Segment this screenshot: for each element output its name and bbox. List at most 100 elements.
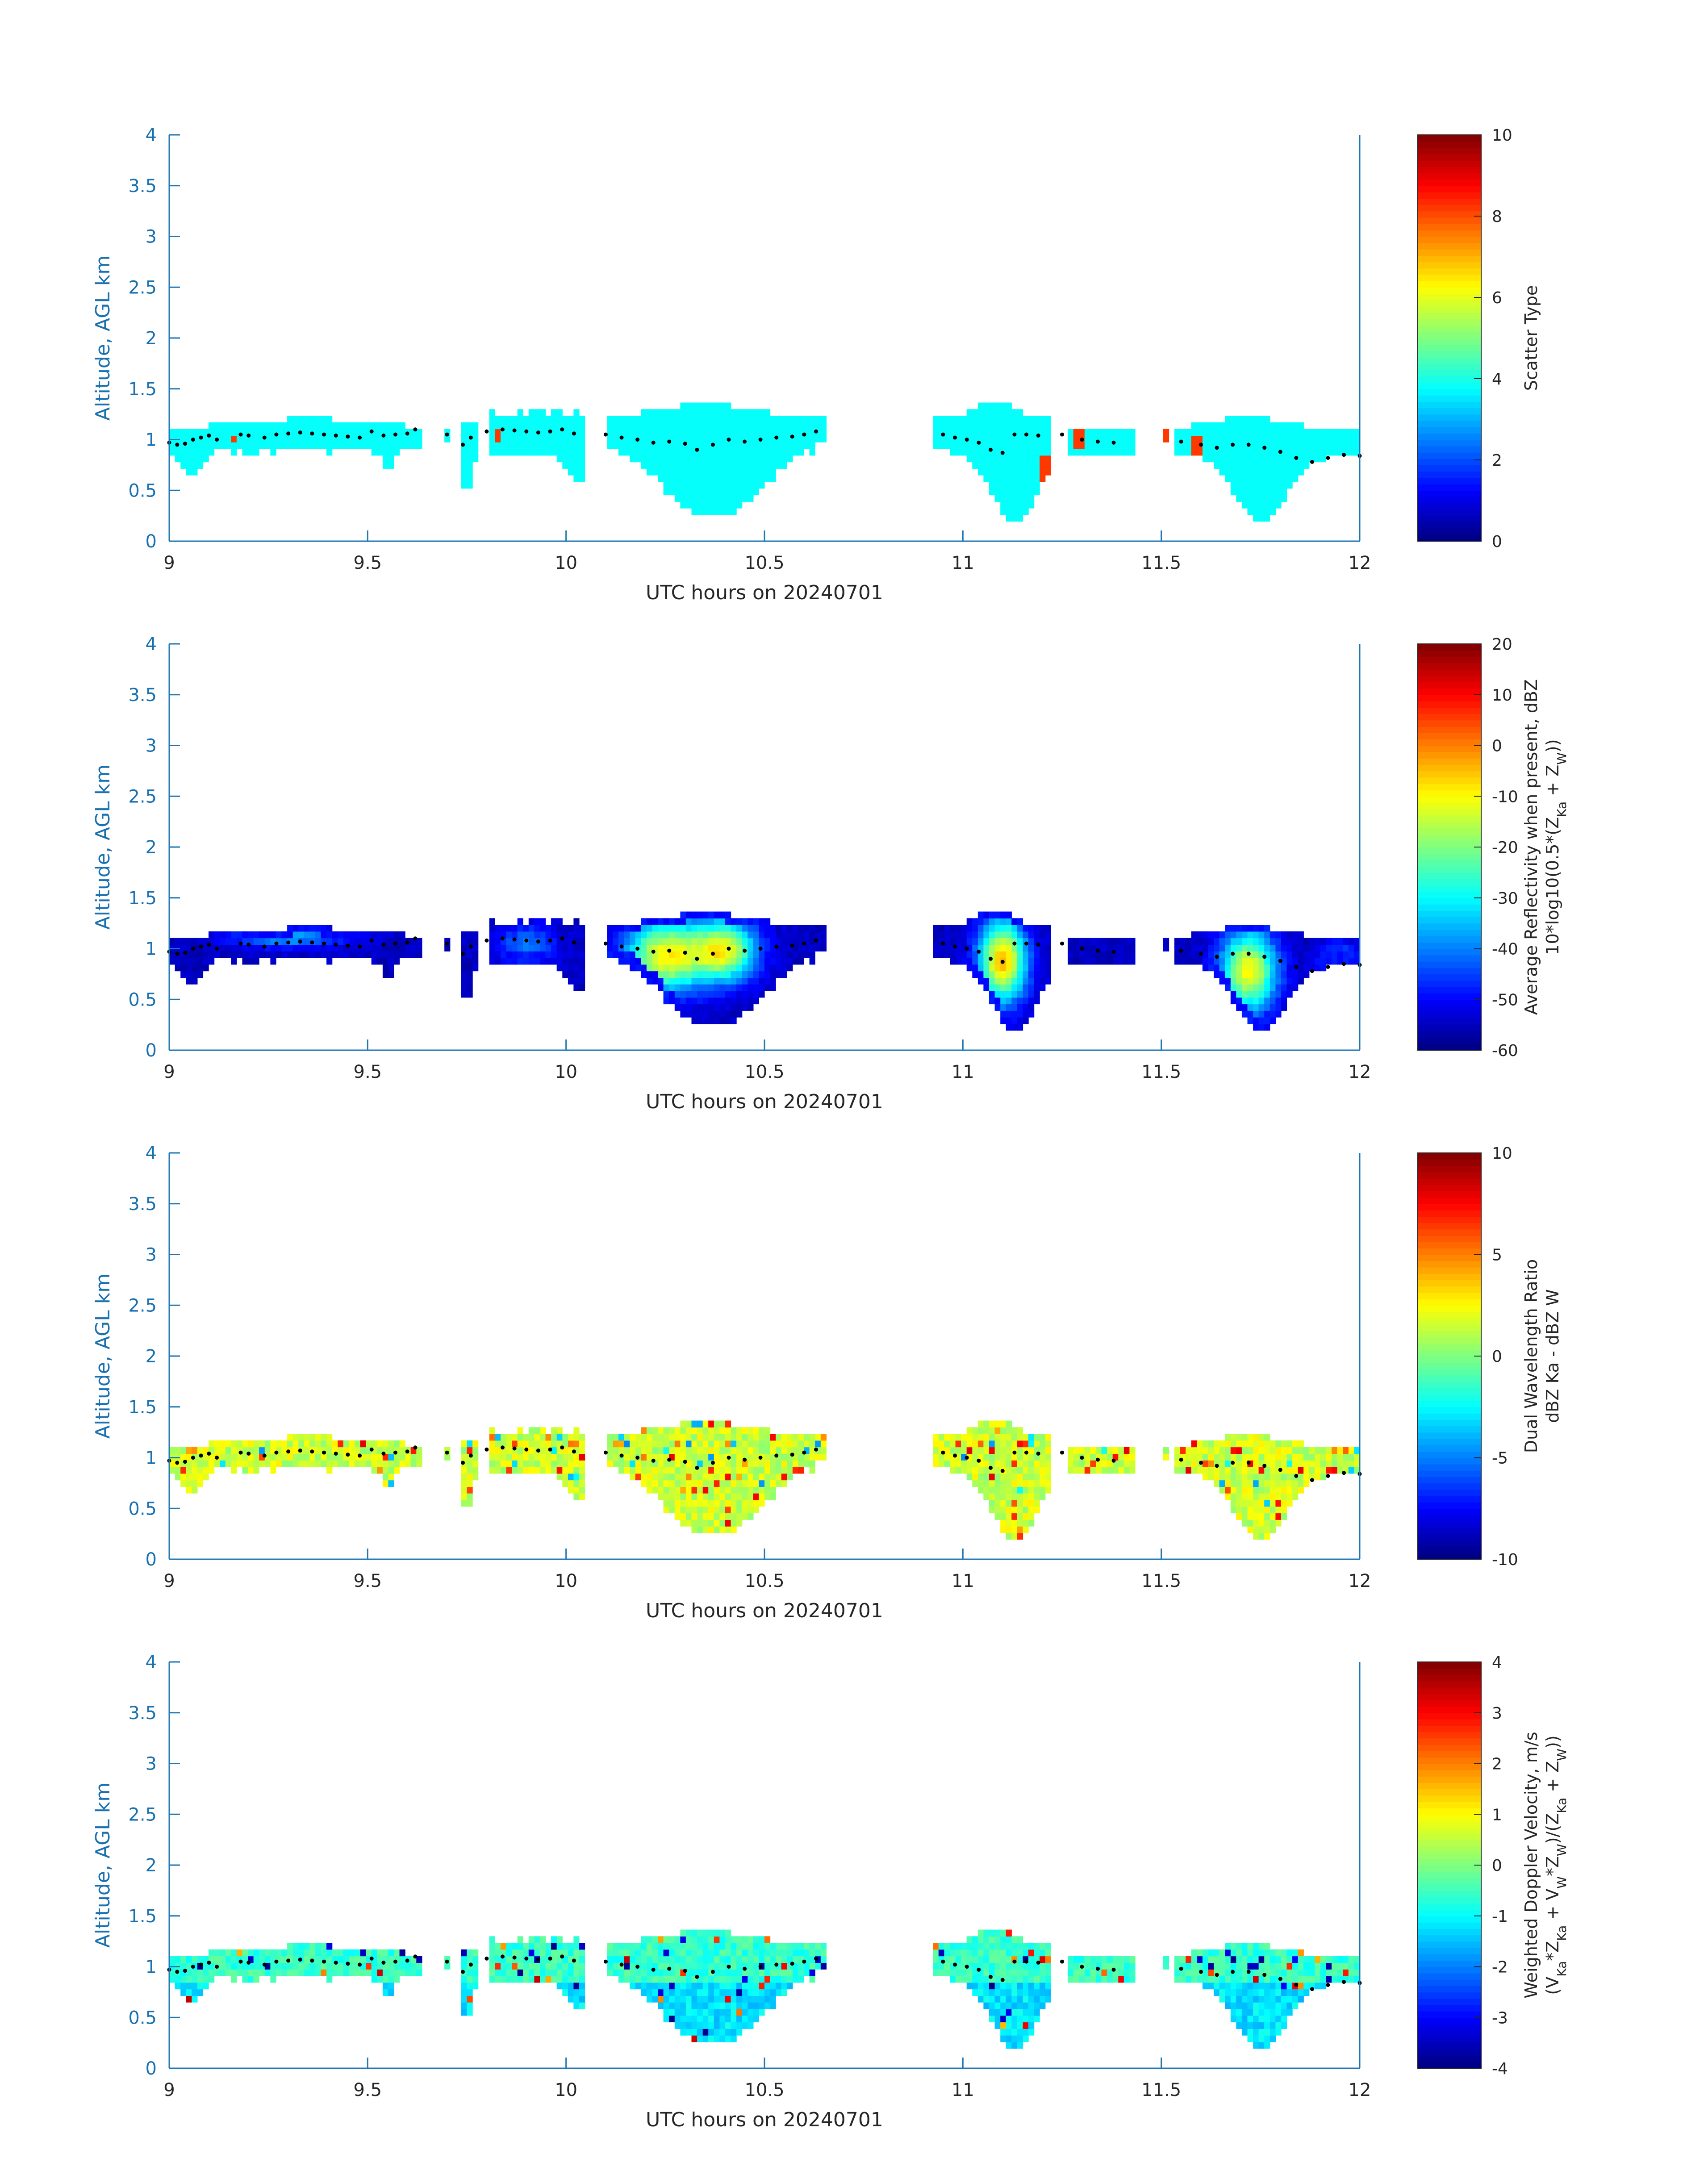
heatmap-cell (1219, 977, 1225, 984)
heatmap-cell (298, 416, 304, 422)
heatmap-cell (748, 1440, 753, 1447)
heatmap-cell (568, 1486, 574, 1493)
heatmap-cell (697, 482, 703, 488)
heatmap-cell (680, 984, 686, 991)
heatmap-cell (1011, 931, 1017, 938)
heatmap-cell (568, 964, 574, 971)
heatmap-cell (557, 951, 563, 958)
heatmap-cell (562, 442, 568, 449)
heatmap-cell (416, 951, 422, 958)
heatmap-cell (692, 455, 697, 462)
heatmap-cell (725, 1526, 731, 1533)
heatmap-cell (810, 925, 815, 931)
heatmap-cell (1219, 951, 1225, 958)
heatmap-cell (467, 1969, 473, 1976)
heatmap-cell (1017, 998, 1023, 1004)
heatmap-cell (557, 442, 563, 449)
heatmap-cell (231, 429, 237, 436)
heatmap-cell (214, 1956, 220, 1963)
heatmap-cell (192, 1983, 197, 1989)
heatmap-cell (579, 984, 585, 991)
heatmap-cell (495, 1434, 501, 1440)
heatmap-cell (647, 1434, 652, 1440)
heatmap-cell (658, 951, 664, 958)
heatmap-cell (725, 1010, 731, 1017)
heatmap-cell (568, 1453, 574, 1460)
heatmap-cell (1337, 1453, 1343, 1460)
cloud-base-point (635, 438, 639, 442)
heatmap-cell (731, 416, 737, 422)
cloud-base-point (1278, 450, 1282, 454)
colorbar-step (1418, 1025, 1481, 1031)
heatmap-cell (793, 938, 798, 945)
heatmap-cell (725, 495, 731, 502)
heatmap-cell (1259, 501, 1265, 508)
heatmap-cell (989, 998, 995, 1004)
cloud-base-point (501, 1445, 505, 1449)
heatmap-cell (798, 442, 804, 449)
heatmap-cell (1259, 1010, 1265, 1017)
heatmap-cell (192, 938, 197, 945)
cloud-base-point (1215, 446, 1219, 450)
heatmap-cell (444, 944, 450, 951)
heatmap-cell (652, 409, 658, 416)
heatmap-cell (1017, 1024, 1023, 1031)
heatmap-cell (759, 951, 764, 958)
heatmap-cell (675, 435, 681, 442)
heatmap-cell (725, 931, 731, 938)
heatmap-cell (489, 1943, 495, 1949)
heatmap-cell (1236, 462, 1242, 469)
heatmap-cell (1028, 442, 1034, 449)
heatmap-cell (192, 455, 197, 462)
heatmap-cell (753, 964, 759, 971)
heatmap-cell (1085, 951, 1090, 958)
heatmap-cell (388, 1969, 394, 1976)
heatmap-cell (309, 1460, 315, 1467)
heatmap-cell (546, 925, 551, 931)
heatmap-cell (759, 442, 764, 449)
heatmap-cell (518, 1447, 523, 1454)
heatmap-cell (719, 1010, 725, 1017)
heatmap-cell (1253, 468, 1259, 475)
heatmap-cell (461, 1447, 467, 1454)
heatmap-cell (764, 977, 770, 984)
heatmap-cell (995, 931, 1001, 938)
heatmap-cell (1163, 1447, 1169, 1454)
heatmap-cell (1085, 944, 1090, 951)
heatmap-cell (383, 442, 388, 449)
heatmap-cell (248, 449, 254, 455)
heatmap-cell (736, 984, 742, 991)
heatmap-cell (719, 912, 725, 918)
heatmap-cell (579, 455, 585, 462)
colorbar-step (1418, 237, 1481, 243)
heatmap-cell (506, 1949, 512, 1956)
heatmap-cell (967, 958, 973, 964)
x-tick-label: 9.5 (354, 1571, 382, 1591)
heatmap-cell (506, 1969, 512, 1976)
cloud-base-point (263, 944, 267, 948)
heatmap-cell (1028, 416, 1034, 422)
heatmap-cell (944, 429, 950, 436)
heatmap-cell (1068, 938, 1073, 945)
heatmap-cell (714, 1421, 720, 1428)
heatmap-cell (1236, 455, 1242, 462)
heatmap-cell (1079, 1460, 1085, 1467)
heatmap-cell (978, 416, 984, 422)
heatmap-cell (169, 1467, 175, 1474)
heatmap-cell (972, 971, 978, 978)
heatmap-cell (1264, 1004, 1270, 1011)
heatmap-cell (978, 1447, 984, 1454)
heatmap-cell (1270, 1010, 1276, 1017)
heatmap-cell (1253, 416, 1259, 422)
heatmap-cell (186, 1474, 192, 1480)
heatmap-cell (815, 416, 821, 422)
heatmap-cell (708, 495, 714, 502)
heatmap-cell (1332, 429, 1337, 436)
heatmap-cell (557, 1936, 563, 1943)
heatmap-cell (1163, 1453, 1169, 1460)
heatmap-cell (658, 1493, 664, 1500)
heatmap-cell (714, 1440, 720, 1447)
heatmap-cell (529, 1440, 535, 1447)
heatmap-cell (467, 971, 473, 978)
heatmap-cell (950, 422, 956, 429)
